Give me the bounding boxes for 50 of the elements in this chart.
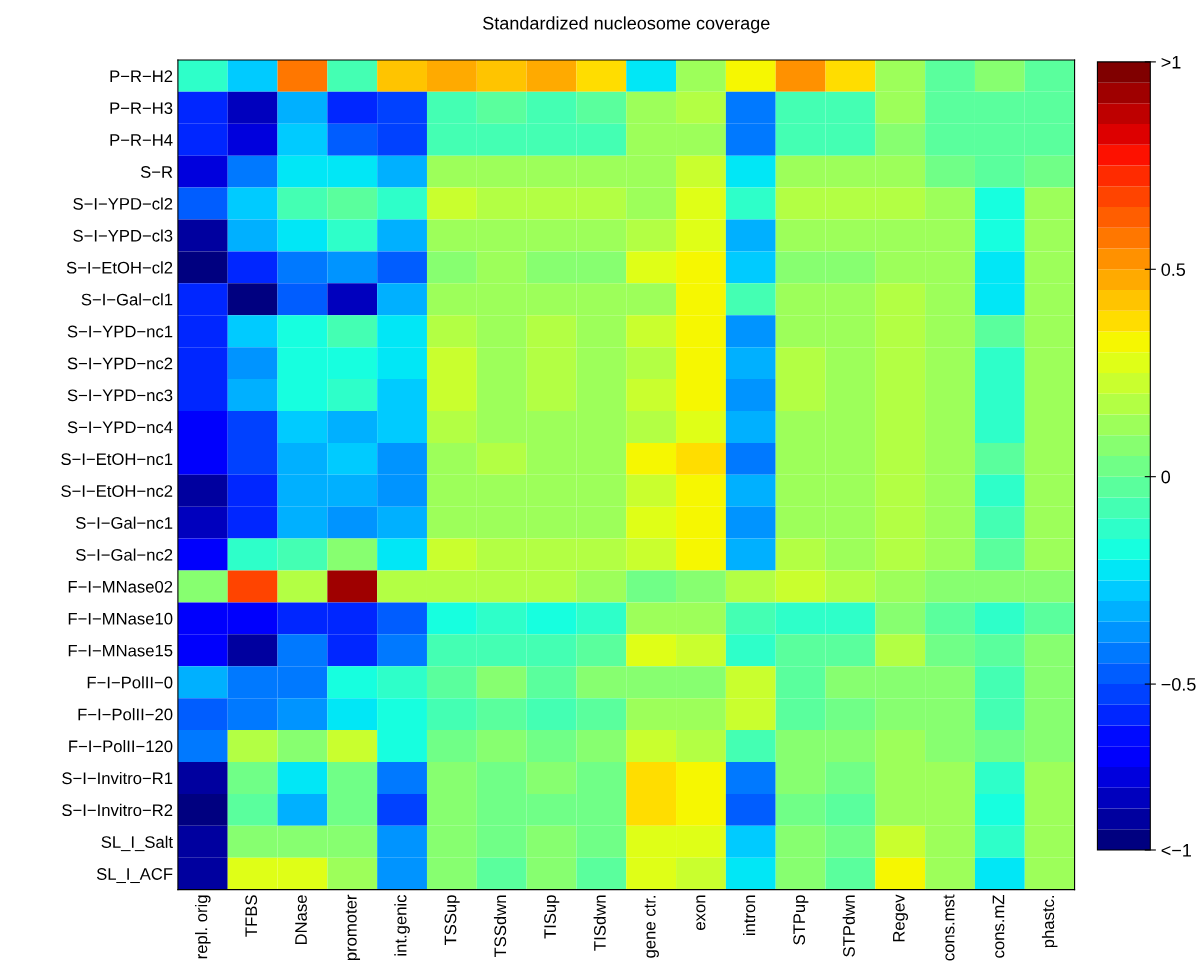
x-tick-label: STPup <box>793 895 809 945</box>
x-tick-label: TSSup <box>444 895 460 946</box>
y-tick-label: S−R <box>140 166 173 178</box>
x-tick-label: exon <box>696 895 706 930</box>
x-tick-label: TISup <box>544 895 560 939</box>
y-tick-label: S−I−EtOH−cl2 <box>66 261 173 274</box>
chart-title: Standardized nucleosome coverage <box>483 16 770 34</box>
x-tick-label: intron <box>743 895 756 936</box>
y-tick-label: S−I−Gal−nc2 <box>76 548 173 561</box>
y-tick-label: SL_I_Salt <box>101 835 173 852</box>
color-bar-label: −0.5 <box>1161 678 1196 691</box>
x-tick-label: cons.mst <box>943 894 955 961</box>
x-tick-label: TSSdwn <box>493 895 507 958</box>
x-tick-label: int.genic <box>394 894 410 956</box>
y-tick-label: S−I−YPD−cl3 <box>73 229 173 242</box>
x-tick-label: repl. orig <box>195 895 211 959</box>
y-tick-label: S−I−EtOH−nc2 <box>61 485 173 497</box>
x-tick-label: TISdwn <box>593 895 606 951</box>
color-bar-label: 0 <box>1161 470 1171 484</box>
y-tick-label: S−I−EtOH−nc1 <box>61 453 173 466</box>
x-tick-label: Regev <box>893 894 908 942</box>
y-tick-label: S−I−YPD−nc2 <box>67 357 173 370</box>
y-tick-label: S−I−Invitro−R2 <box>62 803 173 817</box>
y-tick-label: F−I−MNase02 <box>68 580 173 593</box>
y-tick-label: S−I−YPD−nc1 <box>67 325 173 338</box>
color-bar-label: >1 <box>1161 56 1181 69</box>
color-bar-label: <−1 <box>1161 844 1191 857</box>
x-tick-label: DNase <box>295 895 307 945</box>
x-tick-label: promoter <box>345 894 361 961</box>
y-tick-label: P−R−H2 <box>110 70 173 82</box>
y-tick-label: S−I−Gal−cl1 <box>81 293 173 306</box>
x-tick-label: phastc. <box>1041 896 1058 948</box>
y-tick-label: S−I−YPD−nc3 <box>67 389 173 402</box>
y-tick-label: S−I−YPD−nc4 <box>67 421 173 434</box>
y-tick-label: F−I−PolII−0 <box>87 676 173 689</box>
y-tick-label: F−I−MNase10 <box>68 612 173 625</box>
color-bar-label: 0.5 <box>1161 263 1186 276</box>
y-tick-label: P−R−H4 <box>110 134 173 146</box>
y-tick-label: S−I−Invitro−R1 <box>62 771 173 785</box>
y-tick-label: P−R−H3 <box>110 102 173 115</box>
x-tick-label: STPdwn <box>842 895 855 957</box>
y-tick-label: S−I−Gal−nc1 <box>76 516 173 529</box>
y-tick-label: S−I−YPD−cl2 <box>73 197 173 210</box>
y-tick-label: SL_I_ACF <box>96 868 173 884</box>
x-tick-label: TFBS <box>245 895 258 937</box>
x-tick-label: cons.mZ <box>992 895 1005 958</box>
y-tick-label: F−I−MNase15 <box>68 644 173 657</box>
y-tick-label: F−I−PolII−120 <box>69 740 173 753</box>
y-tick-label: F−I−PolII−20 <box>78 708 173 721</box>
x-tick-label: gene ctr. <box>644 896 659 958</box>
